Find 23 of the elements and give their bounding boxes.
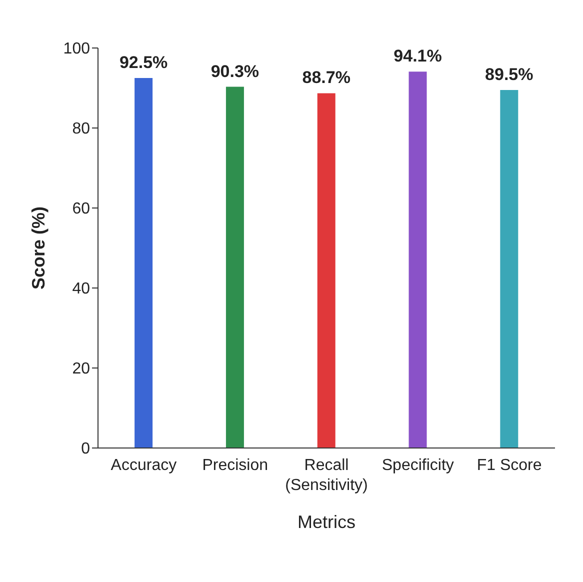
x-tick-label: Recall (Sensitivity) [285,457,368,494]
y-tick-label: 0 [81,440,90,458]
data-label: 94.1% [394,46,442,66]
bar [317,93,336,448]
x-tick-label: Accuracy [110,457,177,474]
y-tick-label: 100 [63,40,90,58]
data-label: 90.3% [210,62,260,81]
x-tick-label: Precision [202,457,268,474]
x-axis-title: Metrics [298,512,356,532]
y-tick-label: 60 [72,200,90,218]
data-label: 88.7% [302,68,350,88]
y-axis-title: Score (%) [28,206,48,290]
data-label: 89.5% [485,65,534,84]
data-label: 92.5% [119,53,168,72]
bar [408,72,427,448]
bar [134,78,153,448]
bar [226,86,244,448]
y-tick-label: 80 [72,120,90,138]
x-tick-label: Specificity [382,457,454,474]
x-tick-label: F1 Score [476,457,542,474]
bar [500,90,518,448]
y-tick-label: 40 [72,280,90,298]
y-tick-label: 20 [72,360,90,378]
